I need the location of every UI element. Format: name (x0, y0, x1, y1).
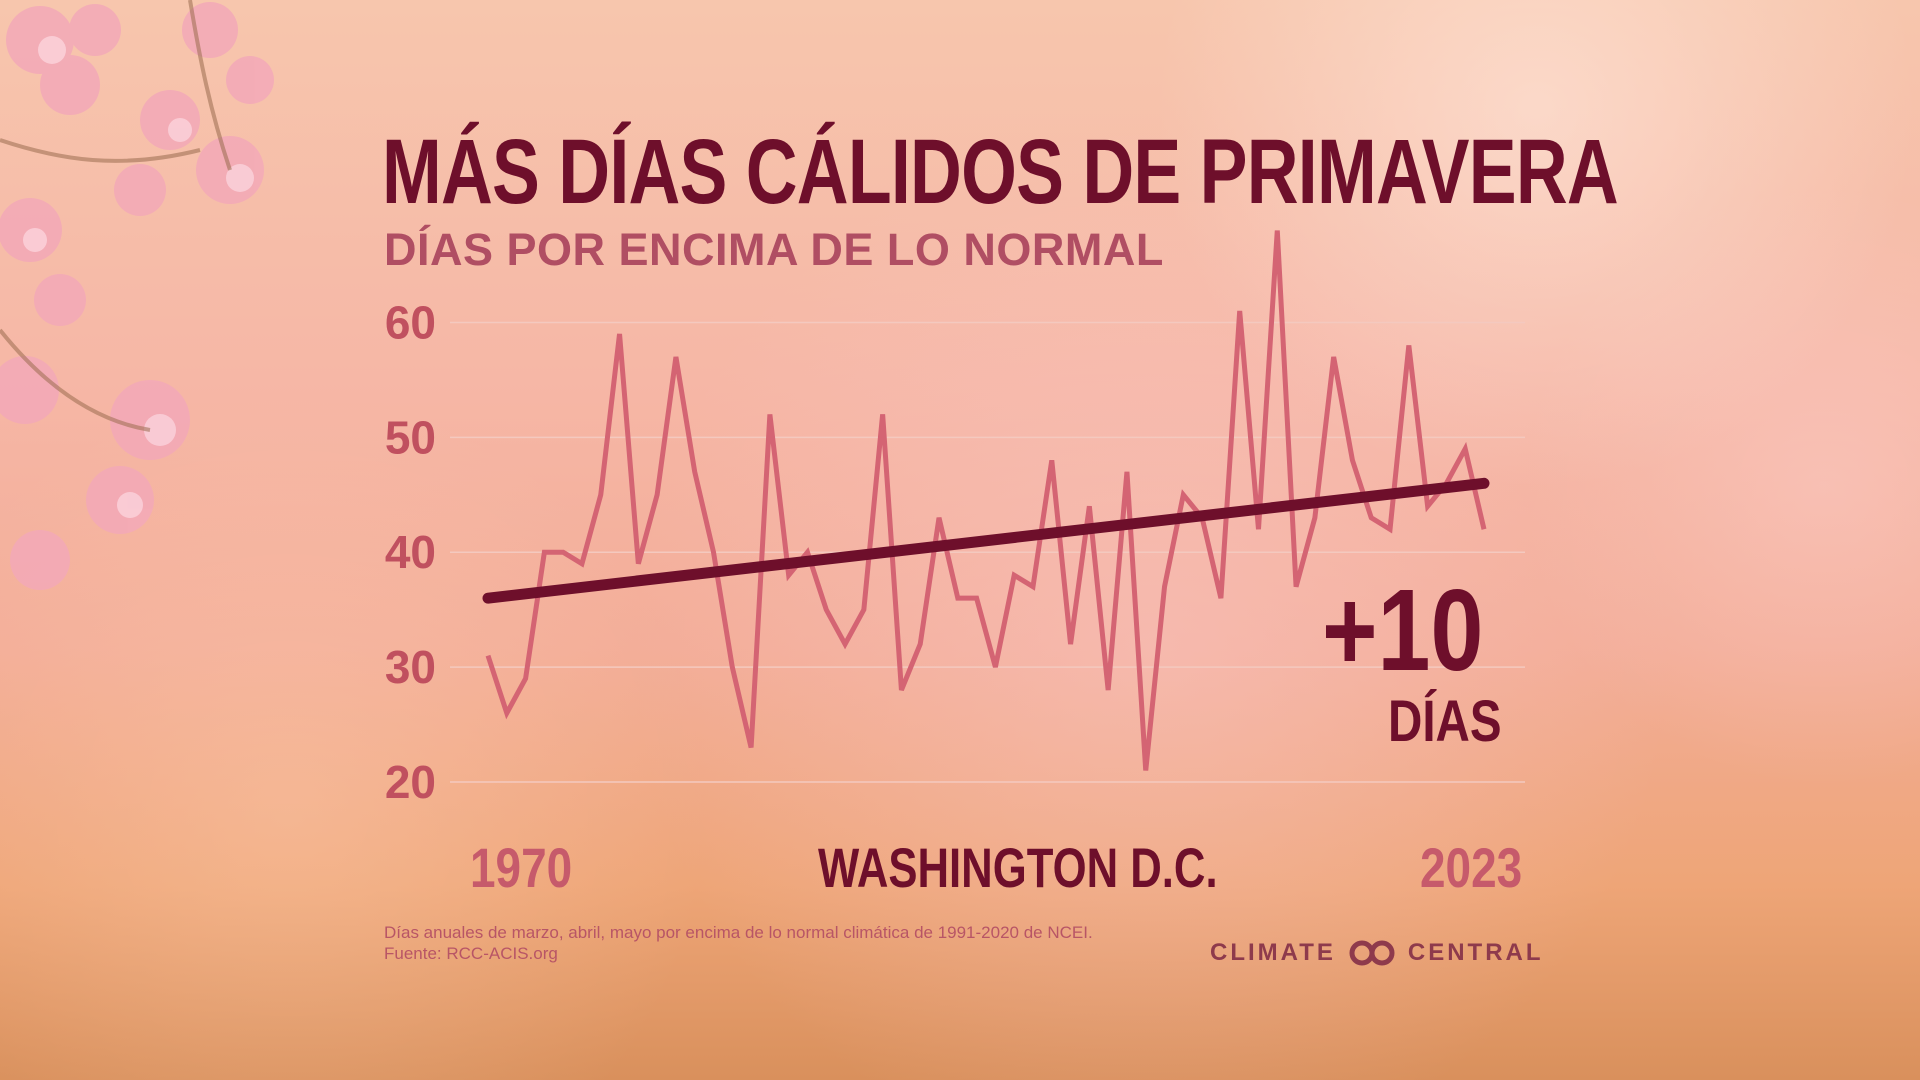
y-tick-label: 20 (385, 756, 436, 808)
cherry-blossom-decoration (0, 0, 274, 590)
chart-subtitle: DÍAS POR ENCIMA DE LO NORMAL (384, 224, 1164, 275)
x-axis-end-label: 2023 (1420, 836, 1523, 899)
y-tick-label: 60 (385, 296, 436, 348)
y-tick-label: 30 (385, 641, 436, 693)
series-layer (485, 230, 1487, 771)
y-tick-label: 50 (385, 411, 436, 463)
climate-central-logo: CLIMATE CENTRAL (1210, 938, 1544, 968)
linked-rings-icon (1349, 940, 1395, 966)
trend-change-unit: DÍAS (1388, 689, 1502, 754)
footnote-source: Fuente: RCC-ACIS.org (384, 944, 558, 963)
footnote: Días anuales de marzo, abril, mayo por e… (384, 922, 1093, 964)
series-line (485, 230, 1487, 771)
y-tick-label: 40 (385, 526, 436, 578)
logo-text-right: CENTRAL (1407, 939, 1544, 966)
trend-layer (482, 477, 1490, 604)
location-label: WASHINGTON D.C. (818, 836, 1218, 899)
trend-change-value: +10 (1322, 565, 1484, 695)
logo-text-left: CLIMATE (1210, 939, 1336, 966)
chart-title: MÁS DÍAS CÁLIDOS DE PRIMAVERA (382, 121, 1619, 223)
x-axis-start-label: 1970 (470, 836, 573, 899)
y-axis-tick-labels: 20 30 40 50 60 (385, 296, 436, 808)
footnote-description: Días anuales de marzo, abril, mayo por e… (384, 923, 1093, 942)
trend-line (482, 477, 1490, 604)
